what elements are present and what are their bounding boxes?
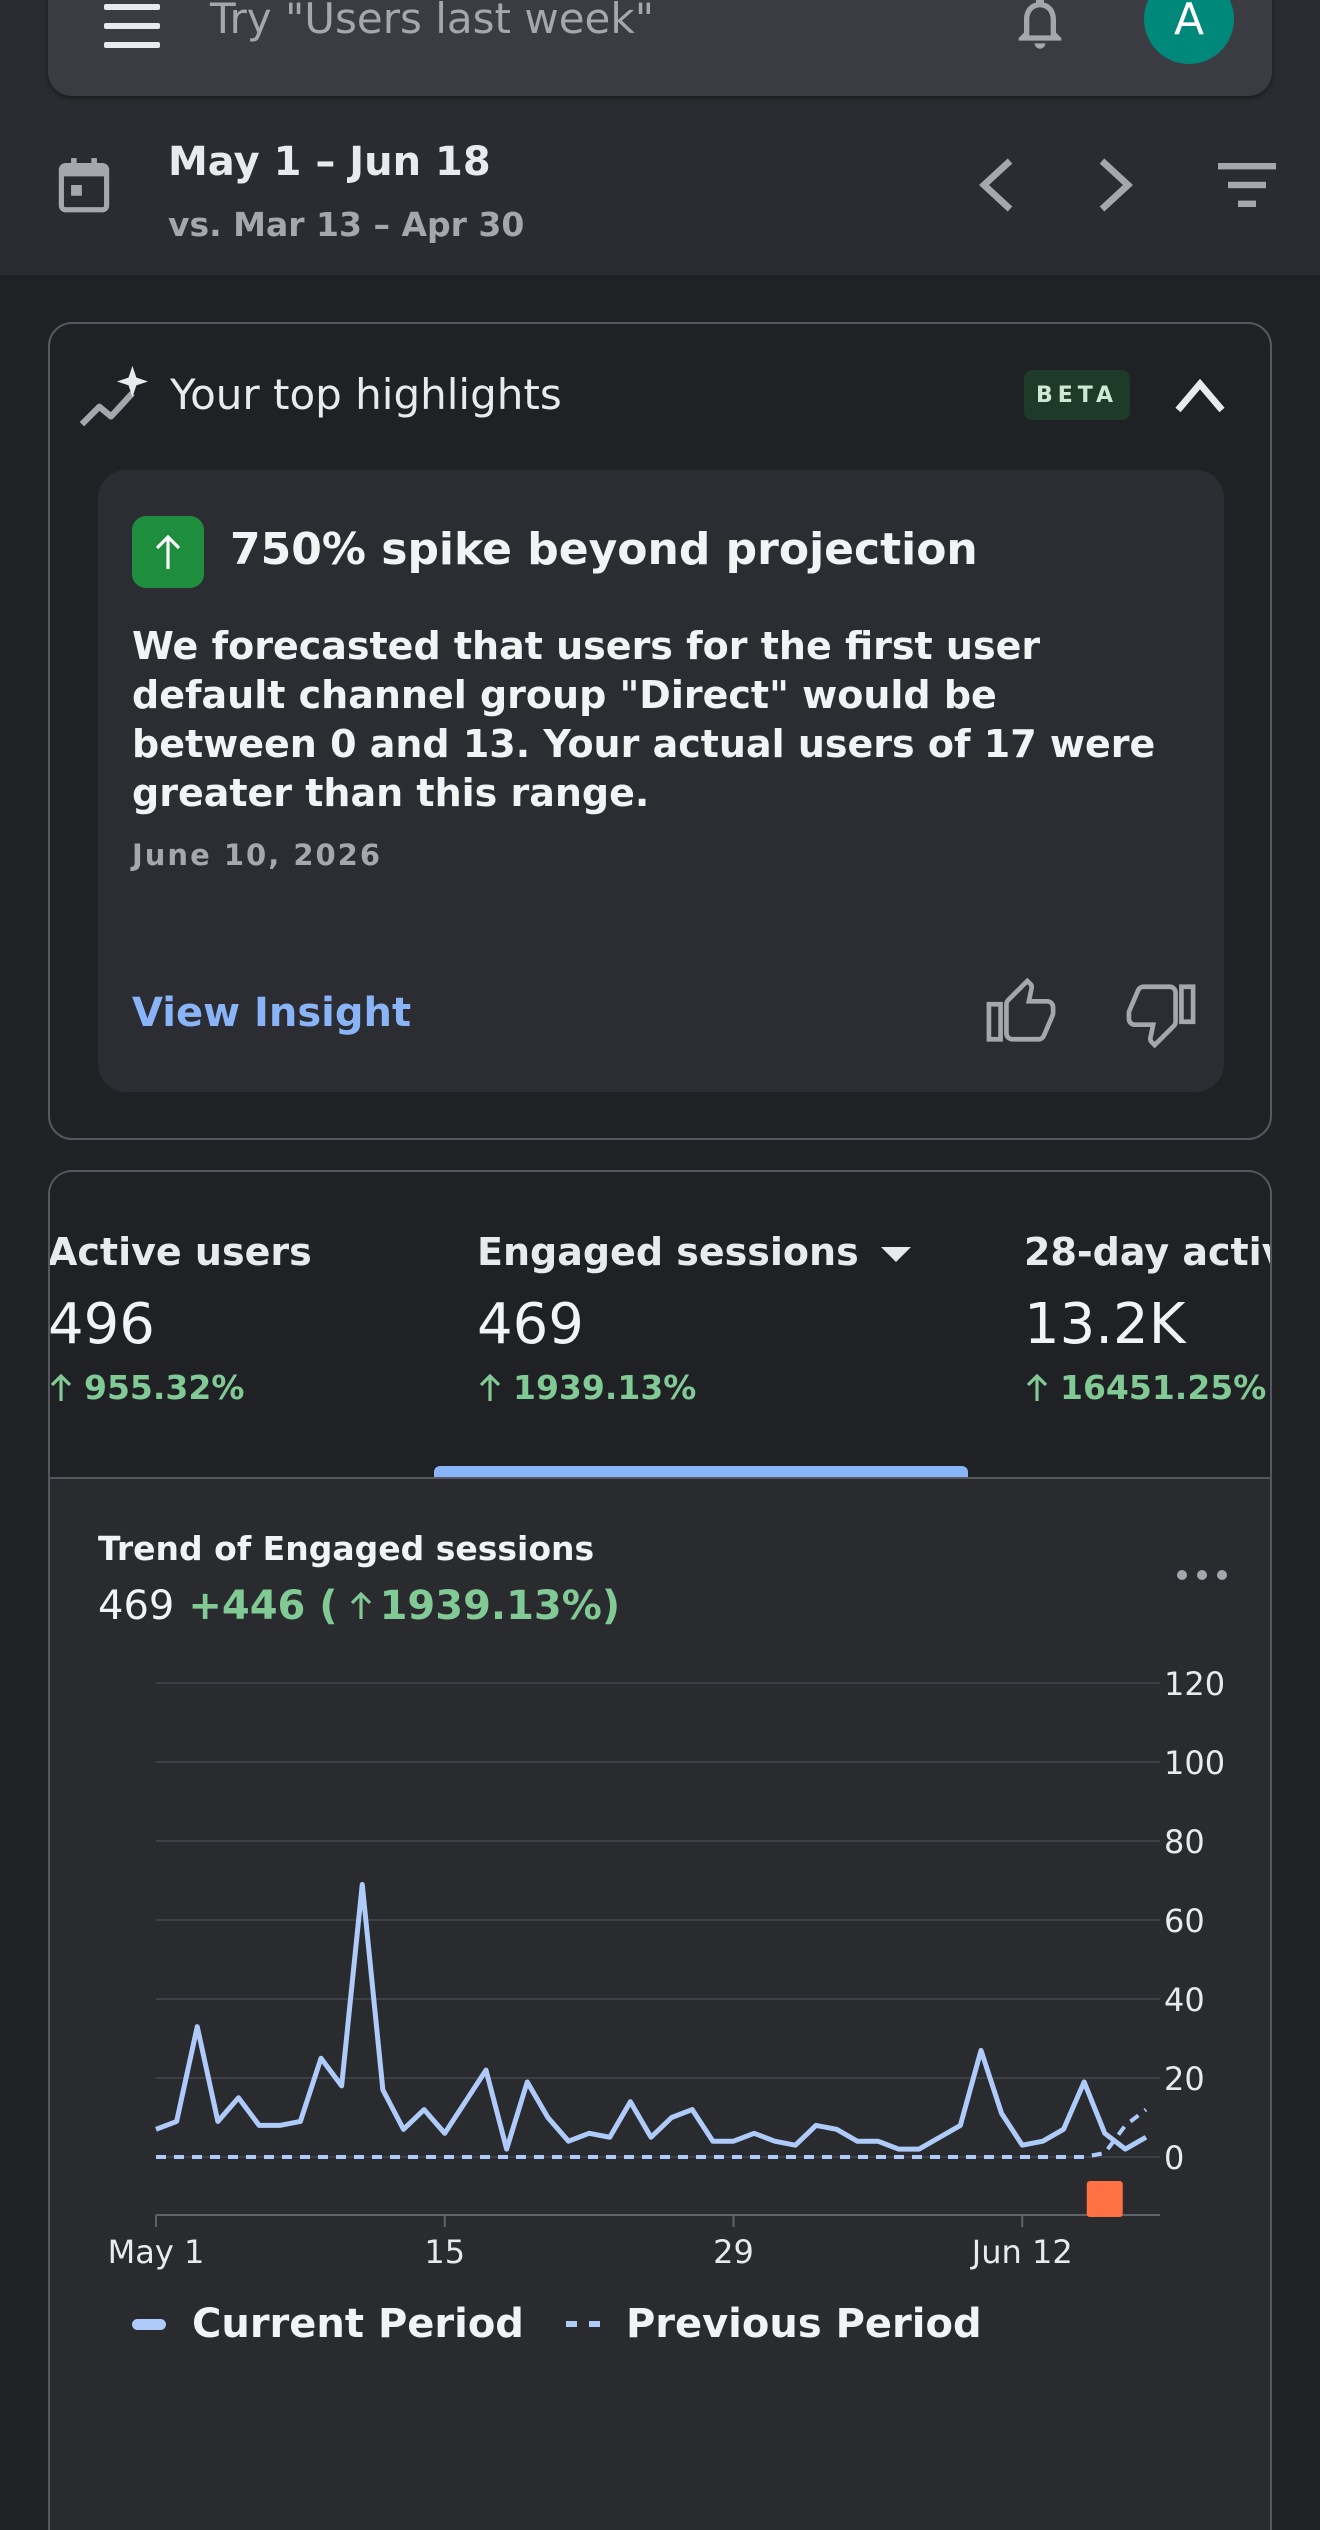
metric-tab-active-users[interactable]: Active users 496 955.32% [48,1230,312,1407]
next-period-button[interactable] [1094,155,1138,215]
chart-legend: Current Period Previous Period [132,2301,1024,2347]
metric-label: Engaged sessions [477,1230,911,1274]
beta-badge: BETA [1024,370,1130,420]
y-tick-label: 0 [1164,2139,1184,2177]
view-insight-link[interactable]: View Insight [132,990,412,1036]
metric-tabs: Active users 496 955.32% Engaged session… [48,1172,1270,1479]
more-options-icon[interactable] [1174,1565,1230,1585]
metric-label: 28-day active users [1024,1230,1270,1274]
calendar-icon[interactable] [58,157,110,213]
metric-tab-engaged-sessions[interactable]: Engaged sessions 469 1939.13% [477,1230,911,1407]
y-tick-label: 80 [1164,1823,1205,1861]
metric-tab-28-day-active-users[interactable]: 28-day active users 13.2K 16451.25% [1024,1230,1270,1407]
x-tick-label: Jun 12 [970,2233,1073,2271]
metric-change: 955.32% [50,1368,312,1407]
y-tick-label: 60 [1164,1902,1205,1940]
annotation-marker [1086,2181,1123,2217]
arrow-up-icon [350,1591,371,1619]
trend-chart-panel: Trend of Engaged sessions 469 +446 ( 193… [50,1479,1272,2530]
date-range-current[interactable]: May 1 – Jun 18 [168,139,491,185]
date-range-comparison[interactable]: vs. Mar 13 – Apr 30 [168,205,525,244]
date-range-bar: May 1 – Jun 18 vs. Mar 13 – Apr 30 [0,135,1320,275]
metric-label: Active users [48,1230,312,1274]
highlights-title: Your top highlights [170,370,562,419]
highlights-card: Your top highlights BETA 750% spike beyo… [48,322,1272,1140]
search-bar[interactable]: Try "Users last week" A [48,0,1272,96]
y-tick-label: 40 [1164,1981,1205,2019]
arrow-up-icon [155,534,181,569]
trend-delta: +446 ( 1939.13%) [188,1583,621,1629]
arrow-up-icon [1026,1373,1048,1401]
x-tick-label: May 1 [108,2233,205,2271]
arrow-up-icon [50,1373,72,1401]
x-tick-label: 15 [424,2233,465,2271]
selected-tab-indicator [434,1466,968,1477]
insight-title: 750% spike beyond projection [230,524,978,575]
legend-swatch-solid [132,2318,166,2330]
x-tick-label: 29 [713,2233,754,2271]
legend-item-current[interactable]: Current Period [132,2301,524,2347]
metric-value: 496 [48,1292,155,1357]
trend-title: Trend of Engaged sessions [98,1529,595,1568]
y-tick-label: 100 [1164,1744,1225,1782]
arrow-up-icon [479,1373,501,1401]
trend-total: 469 [98,1583,175,1629]
thumbs-up-icon[interactable] [986,978,1056,1048]
legend-swatch-dashed [565,2321,600,2327]
trend-summary: 469 +446 ( 1939.13%) [98,1583,620,1629]
insight-description: We forecasted that users for the first u… [132,624,1156,815]
dropdown-caret-icon[interactable] [880,1246,911,1262]
metric-value: 13.2K [1024,1292,1186,1357]
previous-period-button[interactable] [974,155,1018,215]
metric-change: 16451.25% [1024,1368,1270,1407]
metric-change: 1939.13% [477,1368,911,1407]
chevron-up-icon[interactable] [1174,374,1226,414]
trend-up-badge [132,516,204,588]
insight-date: June 10, 2026 [132,838,383,872]
hamburger-menu-icon[interactable] [104,4,160,48]
top-app-area: Try "Users last week" A May 1 – Jun 18 v… [0,0,1320,275]
y-tick-label: 20 [1164,2060,1205,2098]
metric-value: 469 [477,1292,584,1357]
auto-insights-sparkle-icon [79,365,148,427]
search-input[interactable]: Try "Users last week" [210,0,655,43]
tab-divider [50,1477,1270,1479]
series-line-current-period [155,1881,1148,2152]
account-avatar[interactable]: A [1144,0,1234,64]
engaged-sessions-line-chart[interactable]: 120 100 80 60 40 20 0 May 1 15 29 Jun 12 [50,1629,1272,2279]
notification-bell-icon[interactable] [1008,0,1072,54]
insight-card[interactable]: 750% spike beyond projection We forecast… [98,470,1224,1092]
filter-icon[interactable] [1218,163,1276,207]
metrics-card: Active users 496 955.32% Engaged session… [48,1170,1272,2530]
y-tick-label: 120 [1164,1665,1225,1703]
thumbs-down-icon[interactable] [1126,978,1196,1048]
legend-item-previous[interactable]: Previous Period [565,2301,982,2347]
